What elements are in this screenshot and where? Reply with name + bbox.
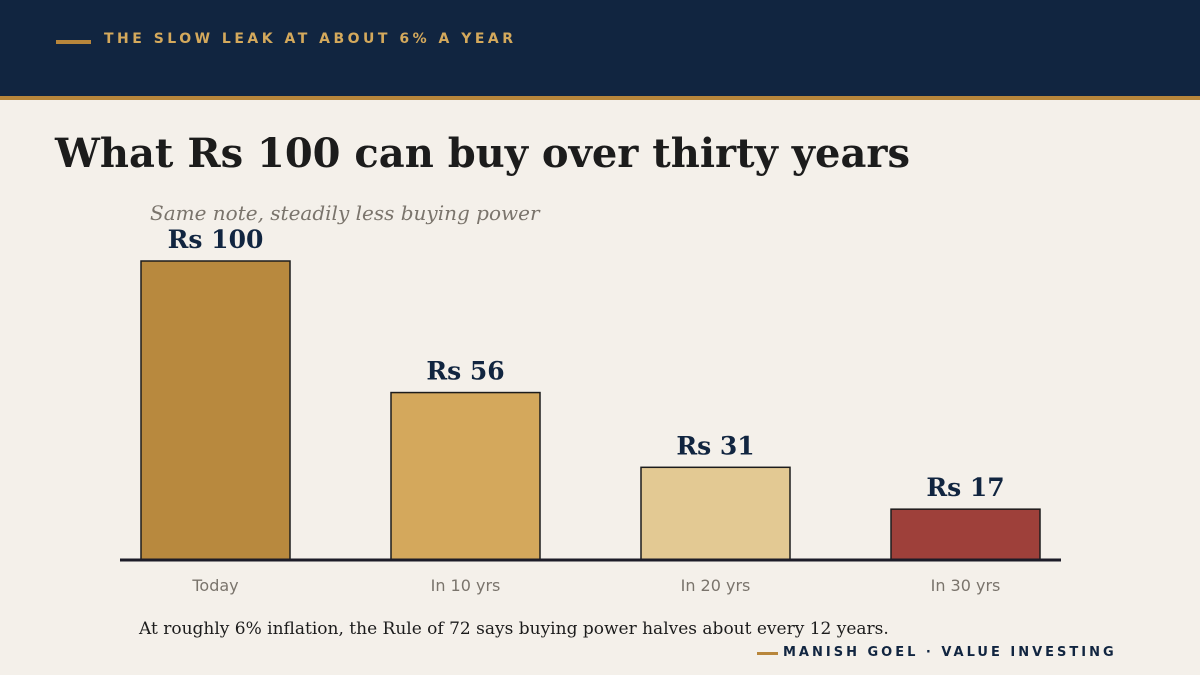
x-tick-label: In 30 yrs xyxy=(931,576,1001,595)
footnote: At roughly 6% inflation, the Rule of 72 … xyxy=(139,619,889,639)
x-tick-label: Today xyxy=(191,576,238,595)
chart-subtitle: Same note, steadily less buying power xyxy=(150,201,540,225)
x-tick-label: In 20 yrs xyxy=(681,576,751,595)
bar xyxy=(890,508,1041,561)
bar xyxy=(640,466,791,561)
bar xyxy=(390,391,541,561)
data-label: Rs 31 xyxy=(676,431,754,460)
bar xyxy=(140,260,291,561)
header-rule xyxy=(0,96,1200,100)
data-label: Rs 17 xyxy=(926,473,1004,502)
brand-signature: MANISH GOEL · VALUE INVESTING xyxy=(783,645,1117,660)
kicker-accent-line xyxy=(56,40,91,44)
header-band xyxy=(0,0,1200,96)
page-title: What Rs 100 can buy over thirty years xyxy=(55,130,910,177)
kicker-text: THE SLOW LEAK AT ABOUT 6% A YEAR xyxy=(104,31,517,47)
brand-accent-line xyxy=(757,652,778,655)
data-label: Rs 100 xyxy=(168,225,264,254)
x-tick-label: In 10 yrs xyxy=(431,576,501,595)
data-label: Rs 56 xyxy=(426,357,504,386)
